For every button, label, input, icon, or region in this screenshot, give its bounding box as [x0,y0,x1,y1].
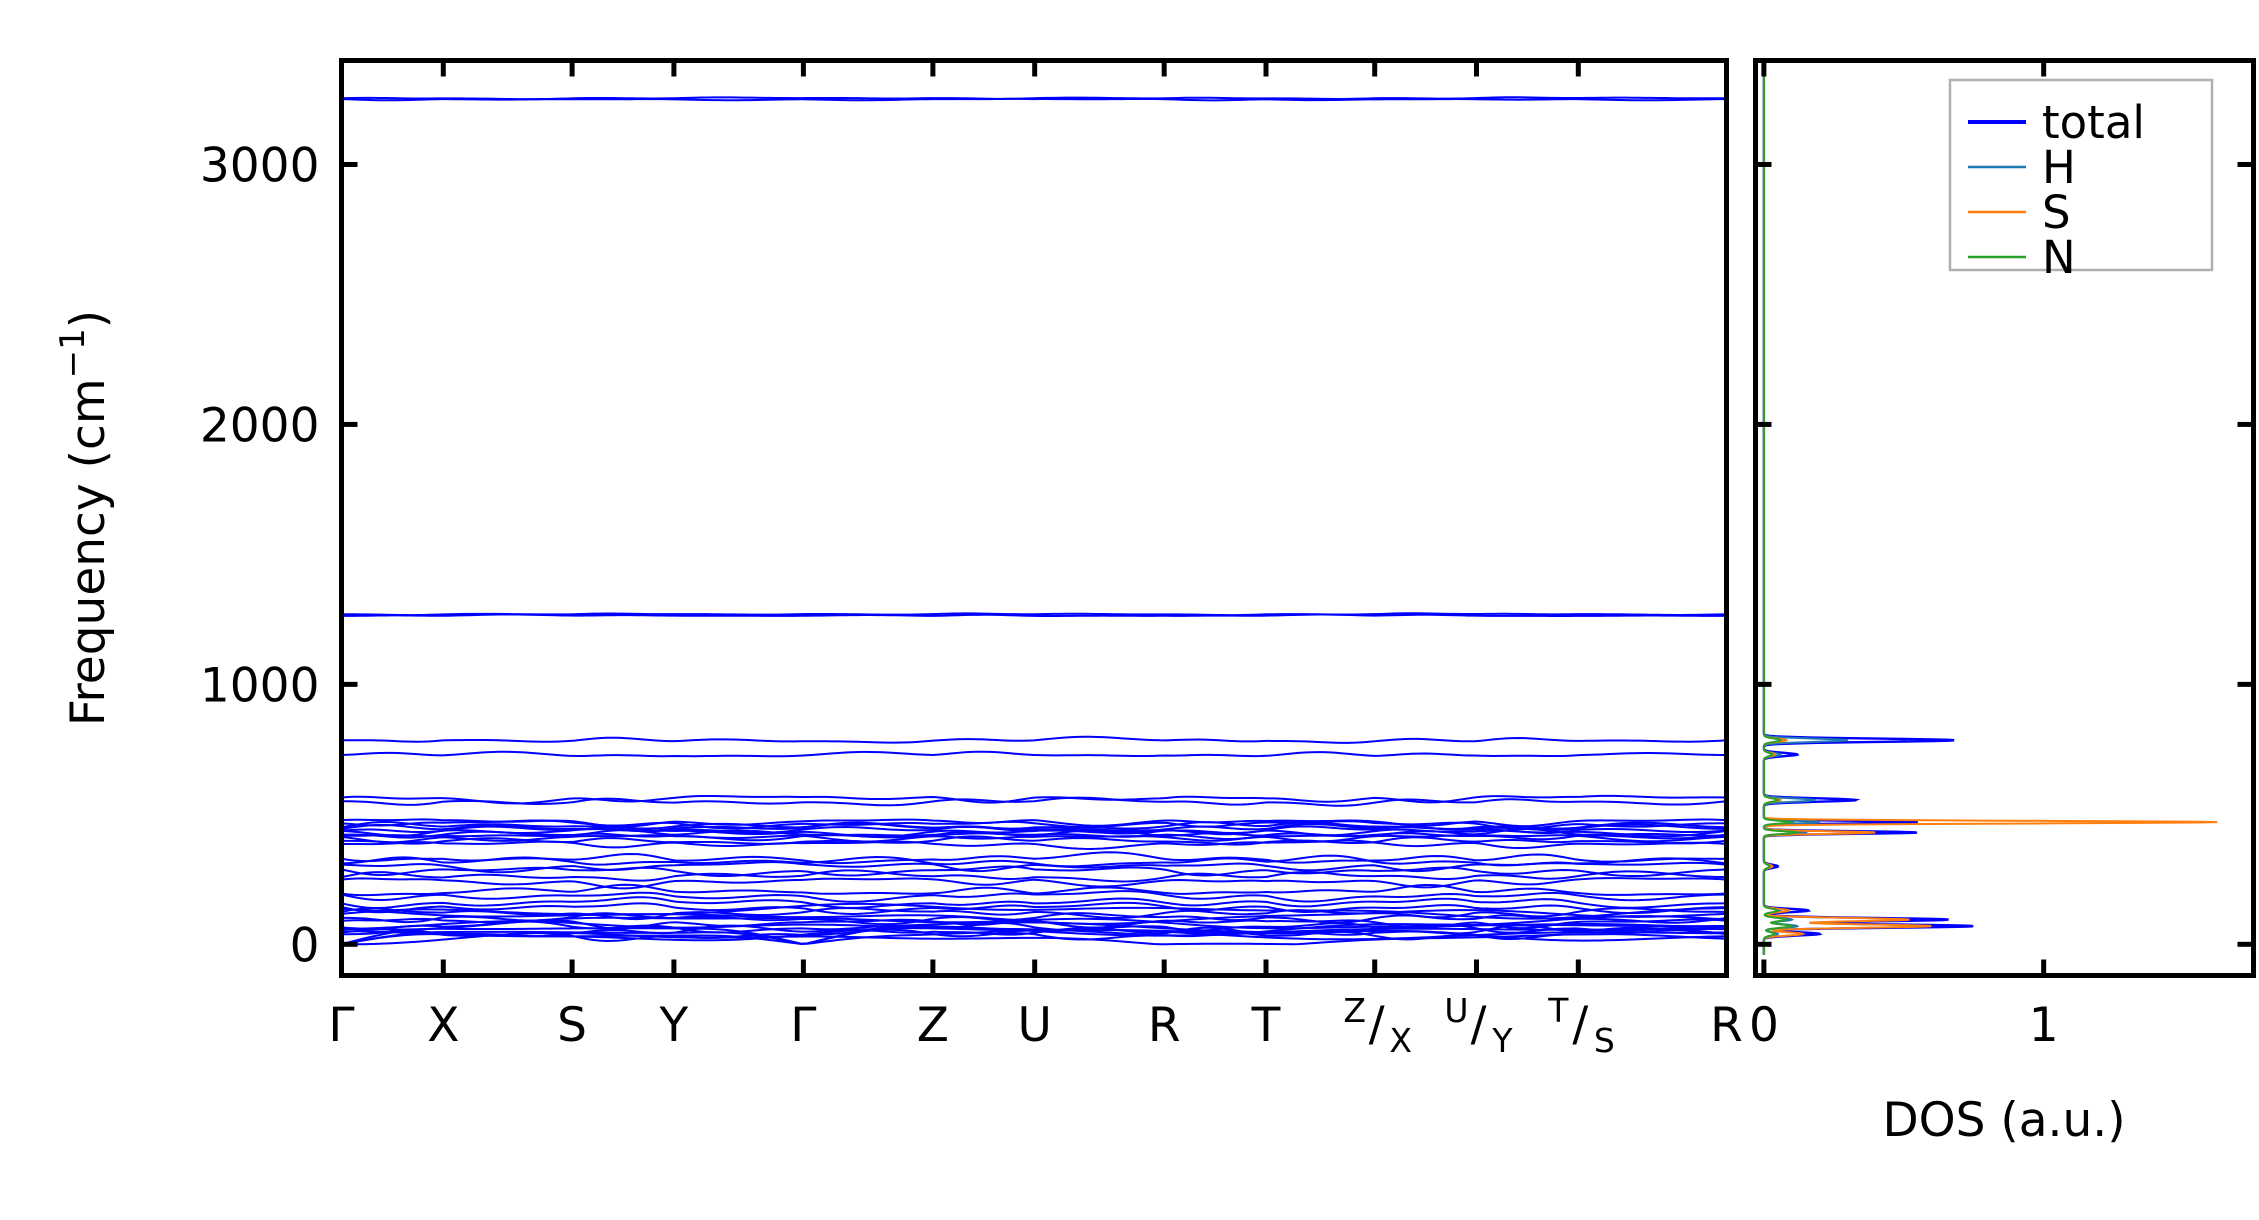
band-line [341,927,1727,942]
band-line [341,820,1727,830]
dos-panel-frame [1753,58,2256,978]
band-line [341,750,1727,758]
band-line [341,794,1727,805]
band-y-tick-label: 2000 [200,398,320,453]
y-axis-label: Frequency (cm−1) [53,310,116,726]
dos-curves [1762,60,2218,955]
band-line [341,839,1727,850]
band-line [341,890,1727,903]
band-line [341,822,1727,833]
band-x-ticks [339,60,1729,976]
band-line [341,902,1727,920]
dos-y-ticks [1755,161,2254,947]
band-line [341,97,1727,102]
band-x-tick-label: U [1017,998,1051,1053]
band-line [341,735,1727,744]
band-x-tick-label: Γ [328,998,354,1053]
fraction-numerator: Z [1343,991,1366,1030]
fraction-denominator: X [1389,1021,1412,1060]
band-line [341,883,1727,897]
y-axis-label-main: Frequency (cm [61,378,116,726]
band-line [341,818,1727,828]
band-x-tick-label-fraction: T / S [1547,991,1615,1060]
dos-x-tick-label: 1 [2029,998,2059,1053]
band-y-tick-label: 3000 [200,138,320,193]
dos-curve-N [1762,60,1800,955]
band-line [341,915,1727,931]
band-line [341,612,1727,617]
band-y-tick-labels: 0 1000 2000 3000 [200,138,320,973]
fraction-slash: / [1572,997,1588,1052]
band-x-tick-labels: Γ X S Y Γ Z U R T Z / XU / YT / S R [328,991,1742,1060]
band-x-tick-label-fraction: Z / X [1343,991,1412,1060]
band-x-tick-label: Y [659,998,689,1053]
fraction-slash: / [1471,997,1487,1052]
band-line [341,920,1727,934]
band-line [341,912,1727,926]
band-line [341,796,1727,807]
fraction-numerator: U [1444,991,1468,1030]
band-x-tick-label: T [1251,998,1281,1053]
dos-x-ticks [1761,60,2047,976]
legend-label-S: S [2042,186,2071,239]
band-line [341,869,1727,883]
dos-x-axis-label: DOS (a.u.) [1882,1093,2125,1148]
fraction-denominator: Y [1491,1021,1513,1060]
legend-label-H: H [2042,141,2076,194]
band-line [341,827,1727,838]
dos-x-tick-label: 0 [1749,998,1779,1053]
legend-label-N: N [2042,231,2076,284]
band-line [341,835,1727,846]
band-line [341,613,1727,617]
y-axis-label-exponent: −1 [53,328,93,378]
band-y-tick-label: 0 [290,918,320,973]
band-x-tick-label: R [1148,998,1181,1053]
legend-label-total: total [2042,96,2145,149]
band-line [341,851,1727,865]
band-y-ticks [341,161,358,947]
band-line [341,901,1727,915]
fraction-denominator: S [1594,1021,1615,1060]
band-x-tick-label: Γ [790,998,816,1053]
band-x-tick-label: R [1710,998,1743,1053]
band-y-tick-label: 1000 [200,658,320,713]
band-line [341,896,1727,910]
band-line [341,877,1727,890]
band-curves [341,96,1727,946]
fraction-slash: / [1369,997,1385,1052]
band-x-tick-label: X [427,998,459,1053]
band-line [341,834,1727,844]
fraction-numerator: T [1547,991,1569,1030]
band-x-tick-label-fraction: U / Y [1444,991,1513,1060]
band-line [341,861,1727,874]
band-line [341,908,1727,925]
y-axis-label-close: ) [61,310,116,328]
band-x-tick-label: Z [917,998,949,1053]
band-x-tick-label: S [557,998,587,1053]
band-line [341,865,1727,878]
svg-text:Frequency (cm−1): Frequency (cm−1) [53,310,116,726]
legend-frame [1948,78,2214,272]
